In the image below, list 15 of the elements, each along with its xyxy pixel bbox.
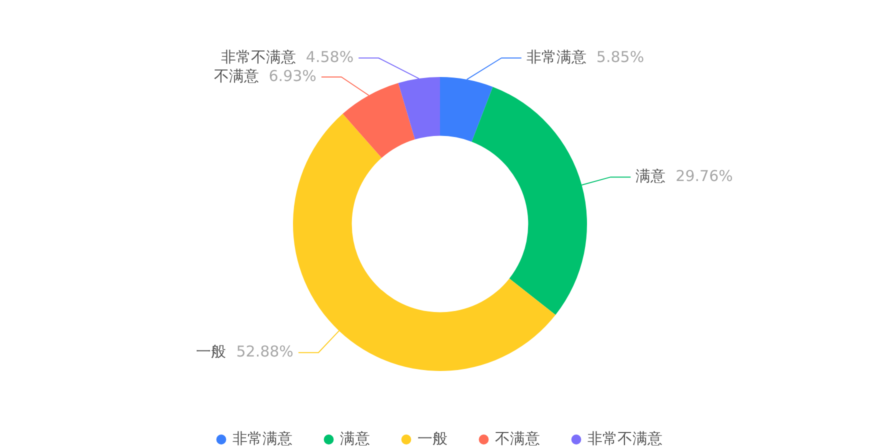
- slice-label: 非常不满意: [220, 48, 296, 66]
- legend-label: 不满意: [494, 429, 540, 448]
- data-label: 52.88%: [236, 342, 294, 361]
- legend-label: 一般: [417, 429, 448, 448]
- slice-label: 不满意: [214, 66, 259, 85]
- data-label: 4.58%: [306, 48, 354, 66]
- data-label: 5.85%: [596, 48, 644, 66]
- legend-label: 非常满意: [232, 429, 292, 448]
- legend-label: 非常不满意: [587, 429, 662, 448]
- slice-label: 非常满意: [526, 48, 586, 66]
- slice-label: 一般: [196, 342, 226, 361]
- slice-label: 满意: [636, 166, 666, 185]
- data-label: 29.76%: [676, 166, 733, 185]
- legend-label: 满意: [340, 429, 370, 448]
- data-label: 6.93%: [268, 66, 316, 85]
